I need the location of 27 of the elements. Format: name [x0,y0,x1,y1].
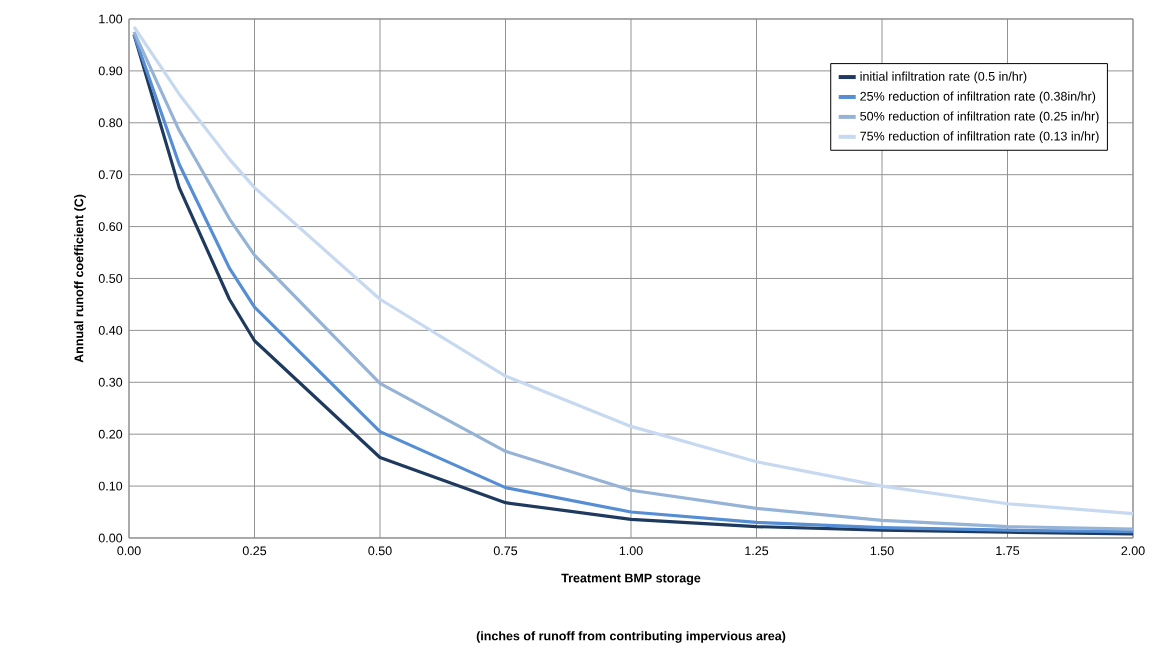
y-tick-label: 0.20 [98,429,123,439]
y-tick-label: 0.60 [98,222,123,232]
y-tick-label: 0.80 [98,118,123,128]
legend-label: 50% reduction of infiltration rate (0.25 in/hr) [860,111,1099,124]
y-tick-label: 0.90 [98,66,123,76]
y-tick-label: 0.40 [98,325,123,335]
x-tick-label: 1.00 [619,546,643,556]
x-tick-label: 1.25 [745,546,769,556]
x-tick-label: 0.75 [493,546,518,556]
x-tick-label: 1.75 [996,546,1020,556]
legend-label: 75% reduction of infiltration rate (0.13 in/hr) [860,131,1099,143]
y-tick-label: 0.10 [98,481,123,491]
x-tick-label: 0.25 [242,546,267,556]
y-tick-label: 0.30 [98,377,123,387]
x-tick-label: 2.00 [1121,546,1145,556]
x-tick-label: 0.50 [368,546,392,556]
text: (inches of runoff from contributing impervious area) [476,631,786,643]
y-tick-label: 0.00 [98,533,123,543]
y-tick-label: 1.00 [99,14,123,24]
y-axis-title: Annual runoff coefficient (C) [74,194,86,363]
legend-label: initial infiltration rate (0.5 in/hr) [860,71,1027,84]
y-tick-label: 0.70 [98,170,123,180]
y-tick-label: 0.50 [98,274,123,283]
x-tick-label: 0.00 [117,546,141,556]
x-tick-label: 1.50 [870,546,894,556]
x-axis-title: Treatment BMP storage [561,573,701,585]
legend-label: 25% reduction of infiltration rate (0.38in/hr) [860,91,1096,104]
